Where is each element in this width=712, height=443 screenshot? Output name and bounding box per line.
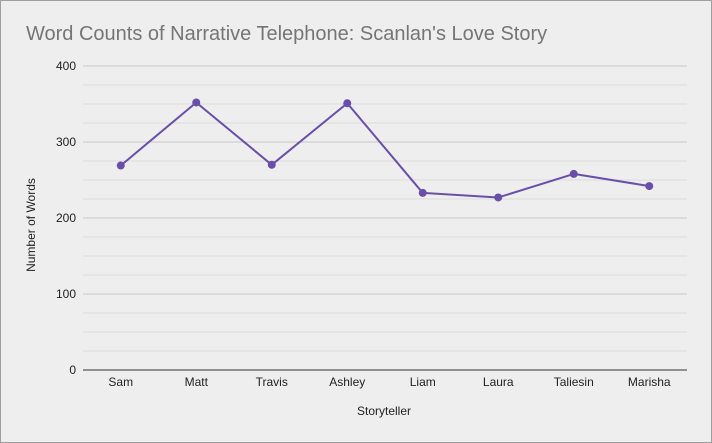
y-tick-label: 0 <box>69 363 76 377</box>
x-tick-label: Taliesin <box>554 375 594 389</box>
data-point <box>343 99 352 108</box>
x-tick-label: Marisha <box>628 375 671 389</box>
y-axis-label: Number of Words <box>24 178 38 272</box>
y-tick-label: 100 <box>56 287 76 301</box>
data-point <box>418 188 427 197</box>
data-point <box>267 160 276 169</box>
x-tick-label: Liam <box>410 375 436 389</box>
x-tick-label: Ashley <box>329 375 365 389</box>
y-tick-label: 300 <box>56 135 76 149</box>
series-line <box>120 101 650 199</box>
y-tick-label: 200 <box>56 211 76 225</box>
x-axis-label: Storyteller <box>357 404 411 418</box>
x-tick-label: Travis <box>256 375 288 389</box>
data-point <box>569 169 578 178</box>
data-point <box>494 193 503 202</box>
data-point <box>192 98 201 107</box>
x-tick-label: Sam <box>108 375 133 389</box>
x-tick-label: Laura <box>483 375 514 389</box>
data-point <box>116 161 125 170</box>
x-tick-label: Matt <box>185 375 209 389</box>
data-point <box>645 182 654 191</box>
y-tick-label: 400 <box>56 59 76 73</box>
chart-title: Word Counts of Narrative Telephone: Scan… <box>26 23 548 45</box>
